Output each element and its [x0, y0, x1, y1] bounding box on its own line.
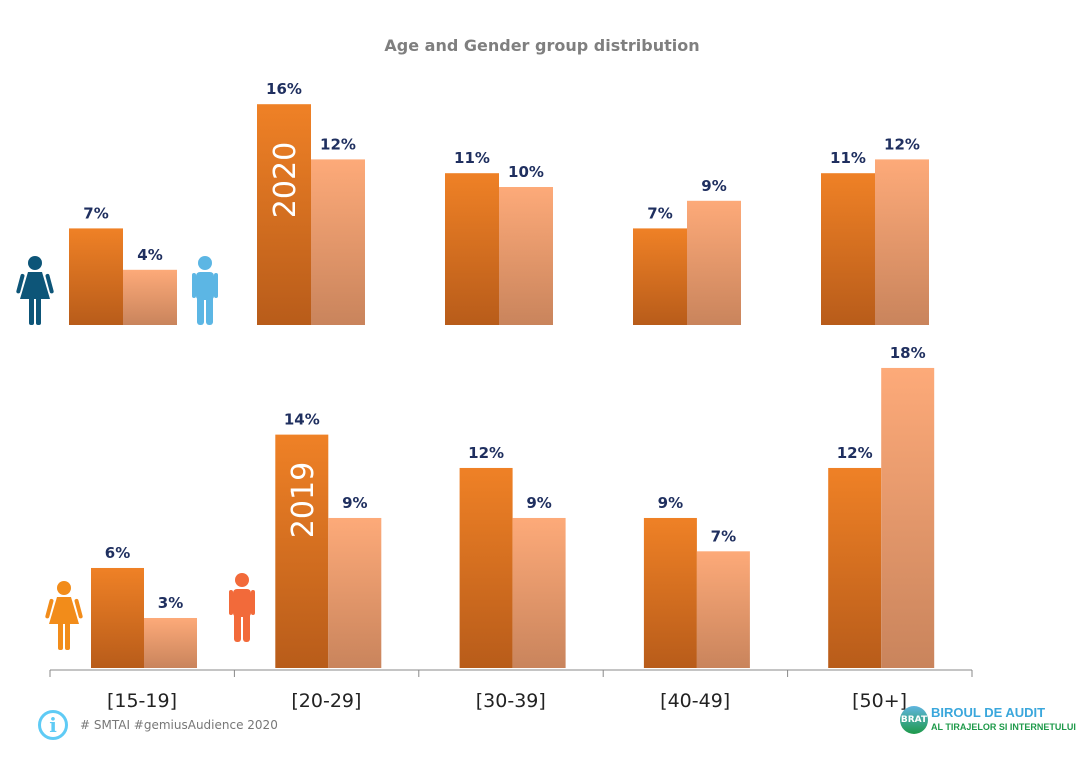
data-label-2020: 12% — [320, 135, 356, 153]
data-label-2019: 9% — [526, 494, 551, 512]
data-label-2020: 7% — [647, 204, 672, 222]
data-label-2020: 9% — [701, 177, 726, 195]
bar-2019-[15-19]-series1 — [91, 567, 144, 668]
data-label-2020: 16% — [266, 80, 302, 98]
bar-2019-[50+]-series1 — [828, 467, 882, 668]
logo-line2: AL TIRAJELOR SI INTERNETULUI — [931, 722, 1076, 732]
x-tick-label: [30-39] — [476, 690, 546, 712]
brat-logo: BRAT BIROUL DE AUDIT AL TIRAJELOR SI INT… — [900, 704, 1080, 738]
bar-2020-[30-39]-series1 — [445, 173, 499, 325]
female-icon — [16, 256, 54, 325]
logo-mark: BRAT — [900, 706, 928, 734]
bar-2020-[50+]-series2 — [875, 159, 929, 325]
bar-2019-[40-49]-series1 — [643, 517, 697, 668]
bar-2020-[15-19]-series1 — [69, 228, 123, 325]
female-icon — [45, 581, 83, 650]
data-label-2019: 7% — [711, 527, 736, 545]
bar-2019-[30-39]-series1 — [459, 467, 513, 668]
x-tick-label: [15-19] — [107, 690, 177, 712]
data-label-2020: 11% — [830, 149, 866, 167]
bar-2020-[30-39]-series2 — [499, 187, 553, 325]
bar-2020-[15-19]-series2 — [123, 269, 177, 325]
bar-2019-[20-29]-series1 — [275, 434, 329, 668]
bar-2019-[50+]-series2 — [881, 367, 935, 668]
data-label-2019: 9% — [342, 494, 367, 512]
bar-2019-[30-39]-series2 — [512, 517, 566, 668]
data-label-2020: 10% — [508, 163, 544, 181]
info-icon[interactable]: i — [38, 710, 68, 740]
bar-2020-[40-49]-series2 — [687, 200, 741, 325]
chart-title: Age and Gender group distribution — [384, 36, 699, 55]
bar-2019-[40-49]-series2 — [696, 551, 750, 668]
data-label-2020: 12% — [884, 135, 920, 153]
data-label-2019: 12% — [468, 444, 504, 462]
data-label-2020: 7% — [83, 204, 108, 222]
bar-2020-[40-49]-series1 — [633, 228, 687, 325]
data-label-2019: 3% — [158, 594, 183, 612]
data-label-2019: 18% — [890, 344, 926, 362]
data-label-2019: 14% — [284, 411, 320, 429]
logo-line1: BIROUL DE AUDIT — [931, 705, 1046, 720]
panel-year-label: 2019 — [286, 462, 321, 538]
data-label-2020: 4% — [137, 246, 162, 264]
panel-year-label: 2020 — [268, 142, 303, 218]
data-label-2019: 6% — [105, 544, 130, 562]
x-tick-label: [50+] — [852, 690, 907, 712]
x-tick-label: [20-29] — [291, 690, 361, 712]
male-icon — [192, 256, 218, 325]
bar-2020-[20-29]-series1 — [257, 104, 311, 325]
male-icon — [229, 573, 255, 642]
data-label-2019: 12% — [837, 444, 873, 462]
x-tick-label: [40-49] — [660, 690, 730, 712]
data-label-2020: 11% — [454, 149, 490, 167]
bar-2020-[50+]-series1 — [821, 173, 875, 325]
footer-text: # SMTAI #gemiusAudience 2020 — [80, 718, 278, 732]
bar-2019-[15-19]-series2 — [144, 617, 197, 668]
data-label-2019: 9% — [658, 494, 683, 512]
bar-2020-[20-29]-series2 — [311, 159, 365, 325]
bar-2019-[20-29]-series2 — [328, 517, 382, 668]
